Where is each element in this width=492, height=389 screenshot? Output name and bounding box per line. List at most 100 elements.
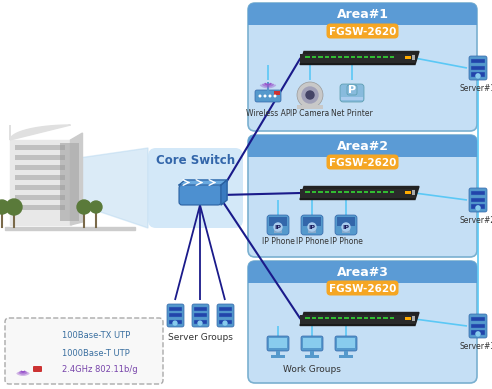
Bar — [15, 185, 64, 190]
Bar — [341, 97, 363, 100]
Text: IP Phone: IP Phone — [330, 237, 363, 246]
Bar — [350, 56, 355, 58]
Bar — [338, 56, 342, 58]
Polygon shape — [5, 227, 135, 230]
Polygon shape — [300, 186, 419, 200]
Circle shape — [297, 82, 323, 108]
Bar — [193, 307, 208, 311]
Bar — [390, 56, 394, 58]
FancyBboxPatch shape — [327, 23, 399, 39]
Circle shape — [259, 95, 261, 97]
Bar — [318, 191, 322, 193]
Bar — [471, 317, 486, 321]
Bar — [308, 229, 316, 233]
Bar — [15, 145, 64, 150]
Bar — [331, 317, 336, 319]
Bar — [15, 155, 64, 160]
Bar — [169, 307, 183, 311]
Bar — [471, 72, 486, 77]
Bar — [471, 324, 486, 328]
Bar — [193, 314, 208, 317]
FancyBboxPatch shape — [248, 3, 477, 131]
FancyBboxPatch shape — [335, 336, 357, 351]
FancyBboxPatch shape — [248, 3, 477, 25]
Bar — [218, 314, 232, 317]
Text: 100Base-TX UTP: 100Base-TX UTP — [62, 331, 130, 340]
Bar — [471, 204, 486, 209]
Circle shape — [269, 95, 271, 97]
Text: Work Groups: Work Groups — [283, 365, 341, 374]
FancyBboxPatch shape — [267, 336, 289, 351]
Text: Wireless AP: Wireless AP — [246, 109, 290, 118]
Bar — [300, 314, 415, 326]
Bar — [390, 317, 394, 319]
FancyBboxPatch shape — [335, 215, 357, 235]
Text: Server Groups: Server Groups — [168, 333, 232, 342]
Bar — [318, 317, 322, 319]
Bar — [344, 191, 348, 193]
Bar — [370, 56, 374, 58]
Bar — [383, 191, 388, 193]
Text: IP: IP — [275, 224, 281, 230]
Circle shape — [476, 206, 480, 210]
Bar — [471, 59, 486, 63]
Polygon shape — [221, 180, 227, 205]
FancyBboxPatch shape — [469, 56, 487, 80]
Polygon shape — [65, 148, 148, 228]
Bar — [370, 191, 374, 193]
Bar — [405, 191, 411, 193]
FancyBboxPatch shape — [327, 280, 399, 296]
Bar — [338, 317, 342, 319]
Bar — [357, 191, 362, 193]
Bar — [15, 195, 64, 200]
Bar — [342, 229, 350, 233]
Bar — [331, 56, 336, 58]
Bar — [471, 330, 486, 335]
Text: Area#3: Area#3 — [337, 266, 389, 279]
Bar — [376, 317, 381, 319]
Bar — [193, 314, 208, 317]
Bar — [376, 56, 381, 58]
Bar — [305, 191, 309, 193]
Bar — [218, 314, 232, 317]
Bar — [169, 307, 183, 311]
Polygon shape — [10, 140, 70, 225]
Bar — [471, 72, 486, 77]
Text: FGSW-2620: FGSW-2620 — [329, 284, 396, 293]
Circle shape — [90, 201, 102, 213]
Bar — [193, 320, 208, 324]
Circle shape — [223, 321, 227, 325]
Circle shape — [274, 95, 276, 97]
Bar — [300, 54, 415, 63]
Bar — [471, 191, 486, 195]
Text: Core Switch: Core Switch — [156, 154, 235, 166]
Bar — [300, 314, 415, 324]
Circle shape — [342, 223, 350, 231]
Bar — [193, 307, 208, 311]
Bar — [15, 205, 64, 210]
FancyBboxPatch shape — [192, 304, 209, 327]
FancyBboxPatch shape — [167, 304, 184, 327]
Circle shape — [6, 199, 22, 215]
Bar — [15, 165, 64, 170]
Bar — [218, 320, 232, 324]
Bar — [274, 91, 280, 95]
Circle shape — [306, 91, 314, 99]
Bar — [169, 320, 183, 324]
Bar — [364, 56, 368, 58]
Bar — [376, 191, 381, 193]
Bar — [344, 351, 348, 355]
Text: IP: IP — [308, 224, 315, 230]
Bar — [248, 15, 477, 25]
Circle shape — [77, 200, 91, 214]
Bar — [412, 54, 415, 60]
Bar — [218, 307, 232, 311]
FancyBboxPatch shape — [340, 84, 364, 102]
Bar — [471, 317, 486, 321]
Text: Net Printer: Net Printer — [331, 109, 373, 118]
Text: IP: IP — [342, 224, 349, 230]
Bar — [311, 56, 316, 58]
Bar — [383, 317, 388, 319]
Bar — [303, 217, 321, 226]
FancyBboxPatch shape — [33, 366, 42, 372]
